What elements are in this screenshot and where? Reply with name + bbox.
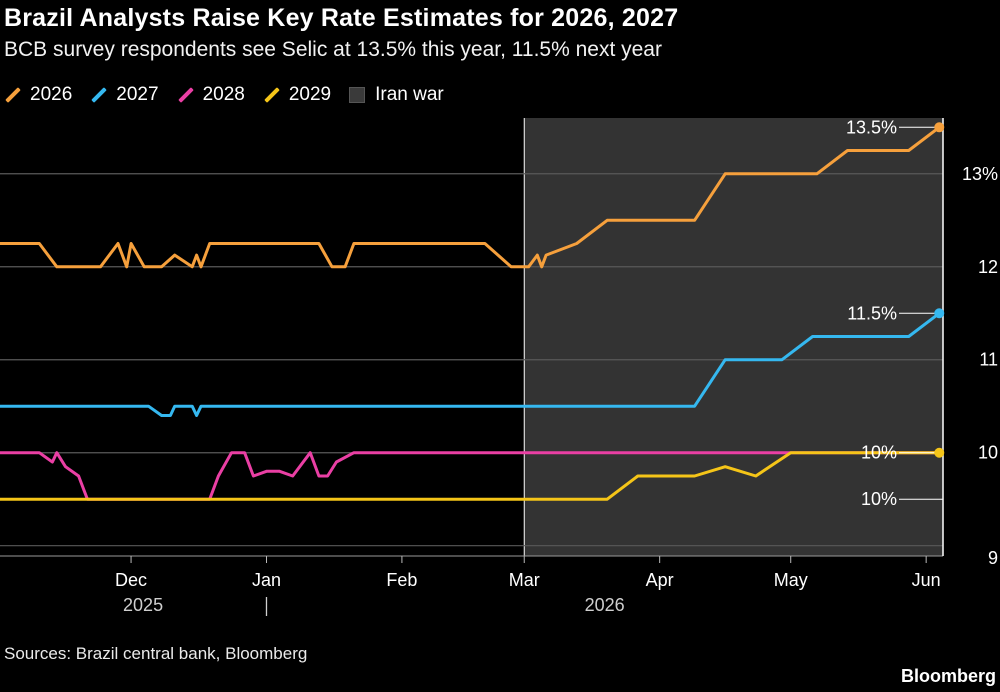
x-tick-label: Apr: [646, 570, 674, 590]
legend-item-2029: 2029: [263, 84, 331, 106]
y-tick-label: 13%: [962, 164, 998, 184]
source-note: Sources: Brazil central bank, Bloomberg: [4, 644, 308, 663]
legend-label-2026: 2026: [30, 84, 73, 105]
x-tick-label: Jun: [912, 570, 941, 590]
legend-item-iran-war: Iran war: [349, 84, 444, 106]
year-label: 2025: [123, 595, 163, 615]
x-tick-label: Jan: [252, 570, 281, 590]
year-label: 2026: [585, 595, 625, 615]
end-label-2028: 10%: [861, 443, 897, 463]
legend-item-2026: 2026: [4, 84, 72, 106]
series-line-2027: [0, 312, 941, 417]
legend: 2026 2027 2028 2029 Iran war: [4, 83, 462, 107]
series-line-2029: [0, 451, 940, 501]
chart-title: Brazil Analysts Raise Key Rate Estimates…: [4, 4, 679, 32]
series-line-2026: [0, 126, 941, 269]
legend-label-2028: 2028: [202, 84, 245, 105]
end-label-2026: 13.5%: [846, 117, 897, 137]
x-tick-label: Dec: [115, 570, 147, 590]
bloomberg-logo: Bloomberg: [900, 666, 996, 686]
y-tick-label: 9: [988, 548, 998, 568]
y-tick-label: 12: [978, 257, 998, 277]
series-line-2028: [0, 451, 940, 501]
legend-label-2027: 2027: [116, 84, 159, 105]
y-tick-label: 11: [979, 350, 998, 370]
x-tick-label: Feb: [386, 570, 417, 590]
chart-subtitle: BCB survey respondents see Selic at 13.5…: [4, 38, 662, 61]
end-label-2029: 10%: [861, 489, 897, 509]
end-label-2027: 11.5%: [847, 303, 897, 323]
legend-swatch-iran-war: [349, 87, 366, 103]
series-end-dot-2027: [934, 308, 945, 319]
legend-item-2028: 2028: [177, 84, 245, 106]
legend-label-iran-war: Iran war: [375, 84, 444, 105]
series-end-dot-2026: [934, 122, 945, 133]
y-tick-label: 10: [978, 443, 998, 463]
series-end-dot-2029: [934, 447, 945, 458]
x-tick-label: May: [774, 570, 808, 590]
legend-item-2027: 2027: [90, 84, 159, 106]
legend-label-2029: 2029: [288, 84, 332, 105]
x-tick-label: Mar: [509, 570, 540, 590]
